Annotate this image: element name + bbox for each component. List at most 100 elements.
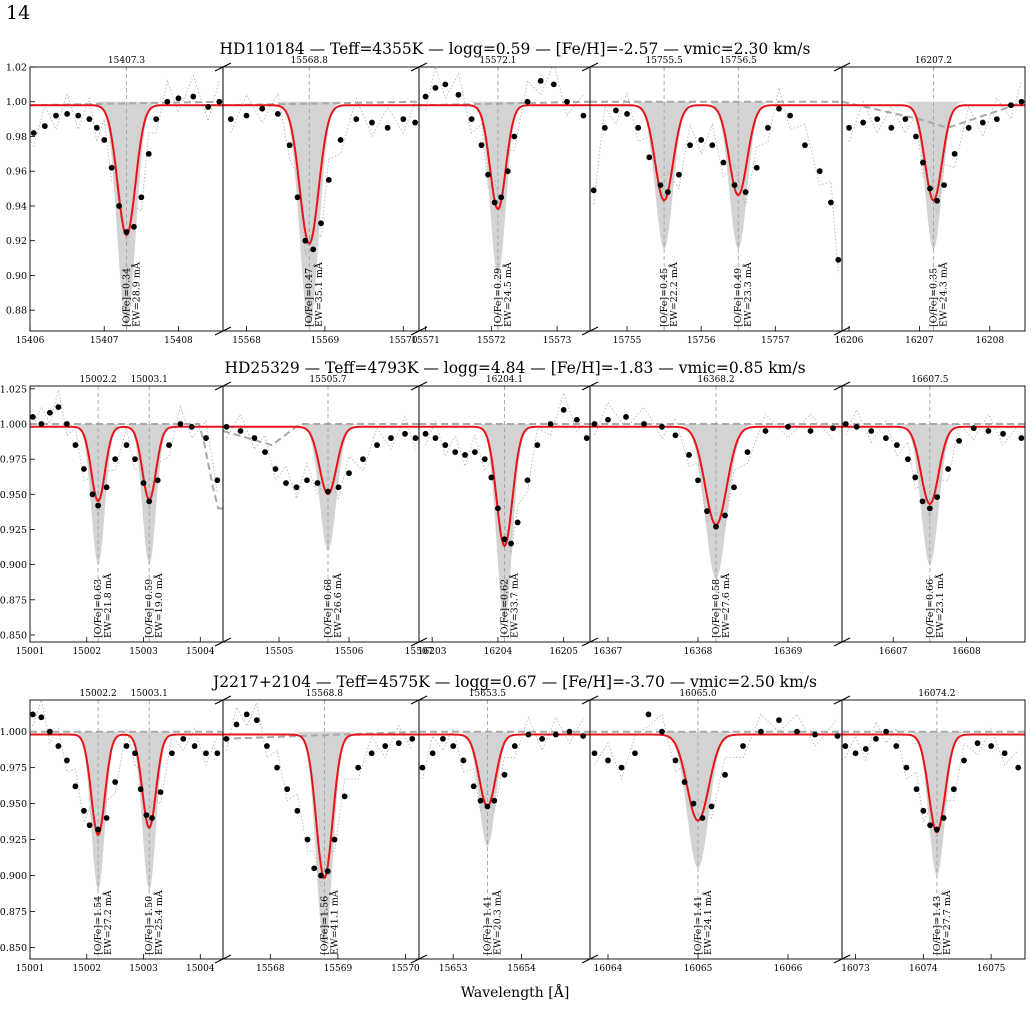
data-point (355, 764, 362, 771)
data-point (374, 442, 380, 448)
data-point (253, 717, 260, 724)
data-point (934, 197, 940, 204)
panel-frame (841, 66, 1026, 332)
panel-2-5: 16607 16608 16607.5 [O/Fe]=0.66 EW=23.1 mÅ (841, 375, 1026, 657)
x-tick-label: 16367 (594, 647, 623, 657)
data-point (284, 786, 291, 793)
data-point (731, 484, 737, 491)
data-point (794, 728, 800, 735)
data-point (740, 743, 746, 749)
data-point (360, 456, 366, 463)
line-wavelength-label: 16207.2 (915, 56, 952, 66)
data-point (402, 430, 408, 437)
data-point (501, 771, 508, 778)
data-point (550, 81, 557, 88)
data-point (940, 815, 947, 821)
x-tick-label: 16369 (774, 647, 803, 657)
y-tick-label: 0.88 (6, 306, 27, 317)
data-point (442, 442, 449, 448)
abundance-label: [O/Fe]=0.59 (144, 579, 155, 638)
data-point (664, 189, 671, 195)
data-point (835, 256, 842, 263)
data-point (988, 743, 995, 749)
uncertainty-band (223, 731, 419, 947)
data-point (927, 185, 933, 192)
data-point (154, 477, 161, 484)
data-point (485, 171, 491, 178)
x-tick-label: 16065 (684, 964, 713, 974)
data-point (920, 159, 926, 166)
data-point (659, 423, 665, 430)
line-wavelength-label: 15407.3 (108, 56, 145, 66)
data-point (38, 421, 45, 427)
data-point (294, 194, 301, 201)
y-tick-label: 0.950 (0, 799, 27, 810)
equivalent-width-label: EW=27.2 mÅ (102, 890, 114, 955)
data-point (720, 159, 727, 166)
data-point (514, 519, 521, 526)
data-point (337, 137, 344, 143)
data-point (613, 107, 619, 114)
x-tick-label: 15756 (687, 336, 716, 346)
x-tick-label: 15572 (477, 336, 506, 346)
data-point (318, 872, 324, 879)
data-point (116, 203, 122, 209)
data-point (422, 93, 429, 100)
panel-frame (29, 699, 224, 960)
data-point (46, 728, 53, 735)
data-point (132, 750, 138, 757)
data-point (690, 800, 697, 807)
abundance-label: [O/Fe]=1.54 (93, 896, 104, 955)
data-point (776, 105, 782, 112)
panel-1-2: 15568 15569 15570 15568.8 [O/Fe]=0.47 EW=35.1… (222, 56, 428, 346)
model-fit-line (223, 104, 419, 245)
data-point (709, 142, 716, 149)
y-tick-label: 0.94 (6, 201, 27, 212)
data-point (524, 98, 531, 105)
data-point (63, 757, 70, 764)
data-point (1018, 435, 1025, 441)
data-point (103, 484, 110, 491)
data-point (132, 456, 138, 463)
data-point (450, 743, 457, 749)
abundance-label: [O/Fe]=0.34 (122, 268, 133, 327)
comparison-trace (225, 701, 413, 888)
line-wavelength-label: 16204.1 (486, 375, 523, 385)
data-point (331, 836, 338, 843)
data-point (950, 786, 957, 793)
data-point (251, 435, 258, 441)
data-point (108, 164, 115, 171)
data-point (264, 743, 270, 749)
data-point (687, 142, 693, 149)
model-fit-line (223, 733, 419, 880)
data-point (138, 194, 145, 201)
data-point (55, 404, 62, 410)
data-point (860, 119, 867, 126)
equivalent-width-label: EW=19.0 mÅ (153, 573, 165, 638)
data-point (501, 536, 508, 543)
data-point (956, 437, 963, 444)
x-tick-label: 15004 (186, 647, 215, 657)
data-point (676, 171, 682, 178)
data-point (846, 124, 852, 131)
data-point (590, 187, 597, 194)
data-point (164, 98, 171, 105)
data-point (508, 540, 514, 547)
y-tick-label: 0.850 (0, 943, 27, 954)
x-tick-label: 16074 (909, 964, 938, 974)
line-wavelength-label: 15002.2 (80, 375, 117, 385)
data-point (243, 112, 250, 119)
data-point (149, 815, 155, 821)
y-tick-label: 0.92 (6, 236, 27, 247)
data-point (89, 491, 96, 498)
data-point (227, 116, 234, 123)
reference-line (30, 100, 223, 107)
line-wavelength-label: 16607.5 (911, 375, 948, 385)
panel-3-4: 16064 16065 16066 16065.0 [O/Fe]=1.41 EW=24.1… (589, 689, 851, 974)
uncertainty-band (590, 731, 842, 869)
data-point (699, 815, 706, 821)
x-tick-label: 15569 (311, 336, 340, 346)
data-point (368, 750, 375, 757)
uncertainty-band (223, 101, 419, 328)
